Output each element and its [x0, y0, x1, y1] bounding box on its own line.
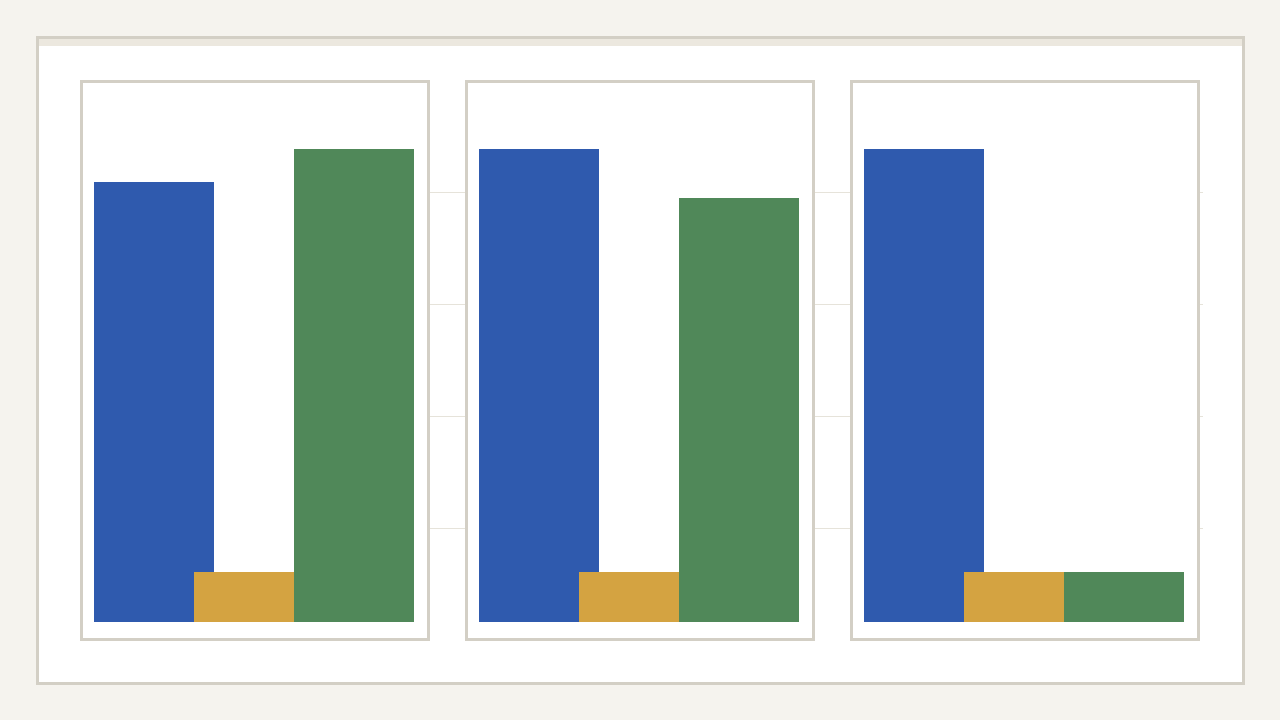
bar-b [194, 572, 294, 622]
bar-c [1064, 572, 1184, 622]
bar-c [294, 149, 414, 622]
bar-a [479, 149, 599, 622]
chart-panel-1 [80, 80, 430, 641]
chart-frame [36, 36, 1245, 685]
frame-top-strip [39, 39, 1242, 46]
chart-panel-3 [850, 80, 1200, 641]
bar-a [94, 182, 214, 622]
bar-b [964, 572, 1064, 622]
bar-b [579, 572, 679, 622]
chart-panel-2 [465, 80, 815, 641]
bar-c [679, 198, 799, 622]
bar-a [864, 149, 984, 622]
